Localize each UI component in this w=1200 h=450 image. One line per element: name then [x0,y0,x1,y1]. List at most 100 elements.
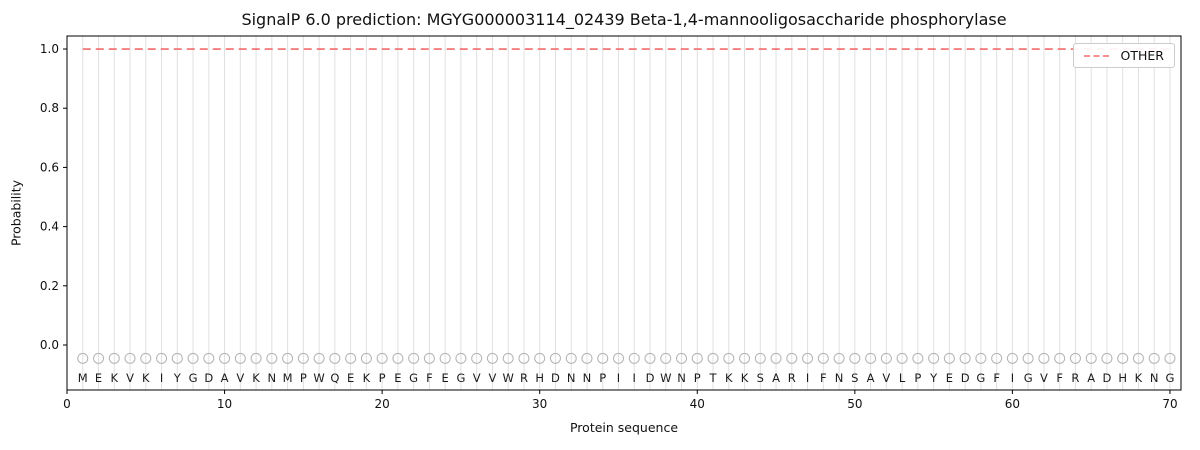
residue-letter: Q [330,371,339,385]
residue-letter: F [1056,371,1063,385]
residue-marker [628,352,640,364]
x-tick-label: 30 [532,397,547,411]
x-tick-label: 60 [1005,397,1020,411]
residue-letter: K [725,371,733,385]
residue-letter: A [1087,371,1095,385]
residue-letter: N [268,371,277,385]
residue-letter: L [899,371,906,385]
residue-marker [549,352,561,364]
residue-letter: N [583,371,592,385]
residue-marker [518,352,530,364]
residue-marker [1148,352,1160,364]
residue-letter: I [617,371,620,385]
y-tick-label: 1.0 [40,42,59,56]
residue-letter: E [347,371,354,385]
residue-letter: A [221,371,229,385]
residue-marker [282,352,294,364]
x-tick-label: 40 [690,397,705,411]
residue-letter: D [1103,371,1112,385]
residue-marker [408,352,420,364]
residue-letter: K [110,371,118,385]
y-tick-label: 0.0 [40,338,59,352]
residue-marker [77,352,89,364]
residue-marker [644,352,656,364]
residue-letter: E [442,371,449,385]
residue-marker [140,352,152,364]
residue-marker [691,352,703,364]
residue-marker [329,352,341,364]
residue-letter: N [567,371,576,385]
residue-letter: E [95,371,102,385]
residue-letter: P [599,371,606,385]
residue-letter: V [488,371,496,385]
residue-marker [1132,352,1144,364]
residue-marker [171,352,183,364]
x-tick-label: 20 [374,397,389,411]
residue-marker [896,352,908,364]
residue-letter: W [503,371,514,385]
residue-marker [991,352,1003,364]
residue-letter: F [820,371,827,385]
residue-letter: G [409,371,418,385]
residue-letter: V [1040,371,1048,385]
residue-marker [975,352,987,364]
residue-marker [219,352,231,364]
residue-marker [1085,352,1097,364]
residue-letter: D [551,371,560,385]
residue-marker [1054,352,1066,364]
residue-marker [423,352,435,364]
residue-letter: P [379,371,386,385]
residue-letter: I [806,371,809,385]
residue-marker [187,352,199,364]
residue-letter: M [78,371,88,385]
x-axis-label: Protein sequence [569,420,679,435]
residue-marker [959,352,971,364]
residue-marker [1164,352,1176,364]
residue-marker [93,352,105,364]
residue-letter: D [961,371,970,385]
residue-letter: E [946,371,953,385]
residue-letter: G [456,371,465,385]
y-tick-label: 0.4 [40,220,59,234]
residue-letter: V [126,371,134,385]
x-tick-label: 70 [1162,397,1177,411]
residue-marker [597,352,609,364]
residue-letter: T [709,371,718,385]
residue-letter: M [283,371,293,385]
residue-letter: G [976,371,985,385]
residue-marker [880,352,892,364]
residue-letter: R [520,371,528,385]
residue-marker [266,352,278,364]
residue-marker [108,352,120,364]
residue-marker [156,352,168,364]
x-tick-label: 10 [217,397,232,411]
residue-marker [802,352,814,364]
residue-marker [612,352,624,364]
residue-letter: R [788,371,796,385]
residue-letter: H [1118,371,1127,385]
residue-letter: H [535,371,544,385]
residue-letter: P [300,371,307,385]
residue-marker [739,352,751,364]
residue-letter: W [313,371,324,385]
residue-marker [1038,352,1050,364]
residue-marker [817,352,829,364]
residue-marker [392,352,404,364]
residue-letter: V [882,371,890,385]
residue-marker [297,352,309,364]
residue-letter: P [914,371,921,385]
residue-letter: S [757,371,764,385]
x-tick-label: 50 [847,397,862,411]
residue-marker [203,352,215,364]
residue-marker [565,352,577,364]
residue-marker [849,352,861,364]
residue-letter: G [189,371,198,385]
residue-marker [754,352,766,364]
residue-marker [943,352,955,364]
residue-marker [770,352,782,364]
residue-letter: W [660,371,671,385]
legend-label: OTHER [1120,48,1164,63]
residue-marker [1069,352,1081,364]
residue-marker [865,352,877,364]
